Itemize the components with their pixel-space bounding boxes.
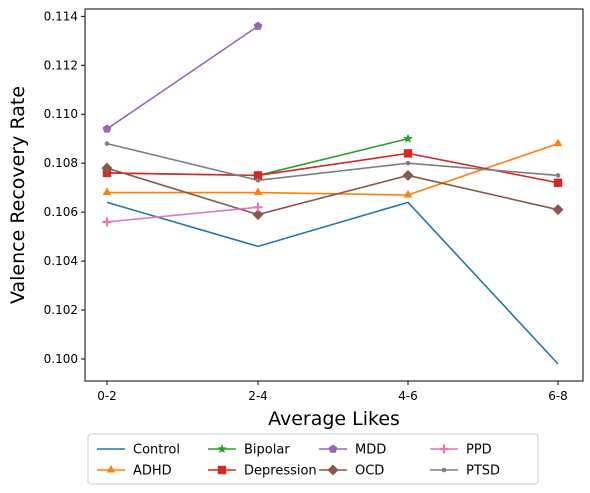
y-tick-label: 0.114	[44, 9, 78, 23]
legend-marker	[439, 444, 449, 454]
y-tick-label: 0.100	[44, 352, 78, 366]
legend-item-adhd: ADHD	[97, 464, 172, 479]
data-point-depression	[403, 149, 413, 158]
legend-label: Depression	[244, 464, 317, 479]
data-point-ocd	[552, 204, 564, 216]
legend-item-mdd: MDD	[319, 443, 386, 458]
data-point-bipolar	[403, 133, 413, 143]
legend-marker	[328, 444, 338, 453]
data-point-mdd	[253, 21, 263, 30]
data-point-depression	[553, 178, 563, 187]
legend-item-ocd: OCD	[319, 464, 384, 479]
legend-label: Control	[133, 443, 180, 458]
legend-item-depression: Depression	[208, 464, 317, 479]
data-point-ppd	[253, 202, 263, 212]
data-point-ptsd	[405, 160, 411, 166]
y-tick-label: 0.102	[44, 303, 78, 317]
legend-items: Control ADHD Bipolar Depression MDD OCD PPD PTS…	[97, 443, 500, 479]
legend-marker	[217, 465, 227, 475]
y-tick-label: 0.108	[44, 156, 78, 170]
x-tick-label: 0-2	[97, 389, 117, 403]
data-point-adhd	[403, 190, 413, 198]
data-point-ocd	[101, 162, 113, 174]
plot-area-frame	[84, 8, 584, 382]
x-axis-ticks: 0-2 2-4 4-6 6-8	[97, 381, 568, 403]
legend-label: ADHD	[133, 464, 172, 479]
series-line-mdd	[106, 25, 259, 130]
series-markers	[101, 21, 564, 227]
x-tick-label: 6-8	[548, 389, 568, 403]
data-point-ocd	[252, 209, 264, 221]
legend-marker	[106, 465, 116, 473]
legend-label: PPD	[466, 443, 492, 458]
data-point-adhd	[553, 138, 563, 147]
data-point-ppd	[102, 217, 112, 227]
x-tick-label: 4-6	[398, 389, 418, 403]
legend-frame	[87, 433, 539, 485]
legend-label: Bipolar	[244, 443, 290, 458]
y-tick-label: 0.104	[44, 254, 78, 268]
data-point-ptsd	[104, 141, 110, 146]
legend-label: OCD	[355, 464, 384, 479]
legend-item-bipolar: Bipolar	[208, 443, 290, 458]
series-line-ppd	[106, 206, 259, 223]
y-tick-label: 0.106	[44, 205, 78, 219]
y-axis-ticks: 0.100 0.102 0.104 0.106 0.108 0.110 0.112 0.114	[44, 9, 85, 366]
data-point-ptsd	[555, 173, 561, 178]
data-point-adhd	[102, 187, 112, 196]
data-point-ocd	[402, 169, 414, 181]
x-axis-label: Average Likes	[268, 408, 400, 430]
y-axis-label: Valence Recovery Rate	[7, 86, 29, 304]
data-point-mdd	[102, 124, 112, 133]
x-tick-label: 2-4	[248, 389, 268, 403]
legend-label: PTSD	[466, 464, 500, 479]
y-tick-label: 0.110	[44, 107, 78, 121]
legend-marker	[327, 464, 339, 476]
legend-item-ptsd: PTSD	[430, 464, 500, 479]
legend-item-control: Control	[97, 443, 180, 458]
y-tick-label: 0.112	[44, 58, 78, 72]
data-point-ptsd	[255, 178, 261, 183]
legend-marker	[441, 467, 447, 473]
data-point-adhd	[253, 187, 263, 196]
series-line-depression	[106, 152, 559, 184]
legend-label: MDD	[355, 443, 386, 458]
series-line-control	[106, 201, 559, 365]
series-line-ptsd	[106, 142, 559, 182]
legend: Control ADHD Bipolar Depression MDD OCD PPD PTS…	[87, 433, 539, 485]
legend-item-ppd: PPD	[430, 443, 492, 458]
legend-marker	[217, 444, 227, 454]
data-point-depression	[253, 171, 263, 180]
series-line-ocd	[106, 167, 559, 216]
